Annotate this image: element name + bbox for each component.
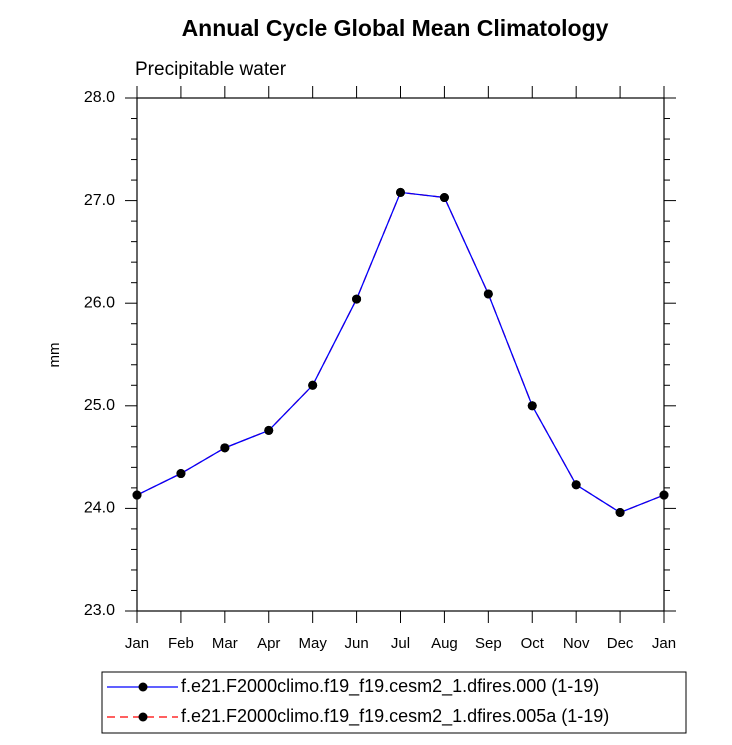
y-tick-label: 24.0	[84, 500, 115, 517]
x-tick-label: Feb	[168, 635, 194, 652]
x-tick-label: Nov	[563, 635, 590, 652]
y-tick-label: 25.0	[84, 397, 115, 414]
x-tick-label: Jul	[391, 635, 410, 652]
x-tick-label: May	[298, 635, 327, 652]
x-tick-label: Jun	[344, 635, 368, 652]
data-point	[176, 469, 186, 479]
data-point	[132, 490, 142, 500]
x-tick-label: Jan	[652, 635, 676, 652]
data-point	[308, 380, 318, 390]
data-point	[439, 193, 449, 203]
x-tick-label: Mar	[212, 635, 238, 652]
x-tick-label: Dec	[607, 635, 634, 652]
x-tick-label: Sep	[475, 635, 502, 652]
data-point	[527, 401, 537, 411]
legend-box	[101, 671, 687, 734]
legend-marker	[138, 682, 148, 692]
legend-label: f.e21.F2000climo.f19_f19.cesm2_1.dfires.…	[181, 676, 599, 697]
x-tick-label: Oct	[521, 635, 545, 652]
chart-subtitle: Precipitable water	[135, 59, 287, 80]
data-point	[659, 490, 669, 500]
data-point	[396, 187, 405, 197]
data-point	[264, 425, 274, 435]
y-axis-label: mm	[46, 343, 63, 368]
data-point	[220, 443, 230, 453]
series-line	[136, 191, 665, 514]
y-tick-label: 28.0	[84, 89, 115, 106]
y-tick-label: 26.0	[84, 294, 115, 311]
y-tick-label: 23.0	[84, 602, 115, 619]
data-point	[483, 289, 493, 299]
legend-marker	[138, 712, 148, 722]
x-tick-label: Apr	[257, 635, 280, 652]
data-point	[615, 508, 625, 518]
x-tick-label: Jan	[125, 635, 149, 652]
legend-label: f.e21.F2000climo.f19_f19.cesm2_1.dfires.…	[181, 706, 609, 727]
chart-title: Annual Cycle Global Mean Climatology	[182, 15, 609, 41]
y-tick-label: 27.0	[84, 192, 115, 209]
plot-frame	[136, 97, 665, 612]
data-point	[571, 480, 581, 490]
x-tick-label: Aug	[431, 635, 458, 652]
series-line	[136, 191, 665, 514]
data-point	[352, 294, 362, 304]
